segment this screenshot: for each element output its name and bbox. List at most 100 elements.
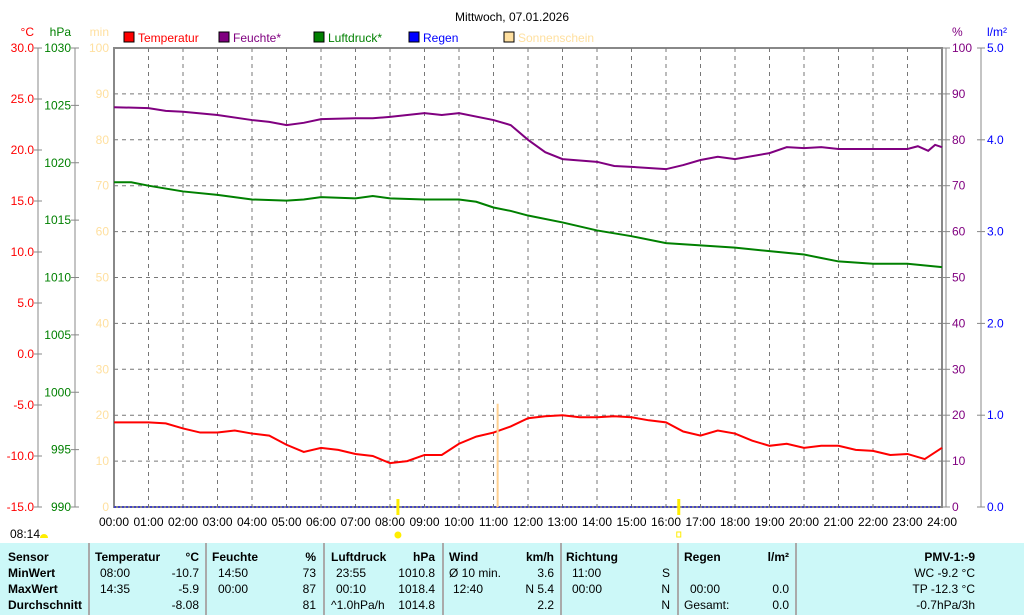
- x-tick-label: 15:00: [616, 515, 646, 529]
- axis-tick-label-temp: -5.0: [13, 398, 34, 412]
- x-tick-label: 04:00: [237, 515, 267, 529]
- x-tick-label: 06:00: [306, 515, 336, 529]
- legend-swatch: [313, 31, 325, 43]
- axis-tick-label-humidity: 100: [952, 41, 972, 55]
- series-line-luftdruck: [114, 181, 943, 269]
- legend-label: Temperatur: [138, 31, 199, 45]
- x-tick-label: 13:00: [547, 515, 577, 529]
- axis-tick-label-sun: 40: [96, 316, 110, 330]
- axis-tick-label-temp: -10.0: [7, 449, 35, 463]
- x-tick-label: 01:00: [133, 515, 163, 529]
- axis-tick-label-temp: -15.0: [7, 500, 35, 514]
- direction-time: 00:00: [572, 582, 603, 596]
- axis-tick-label-sun: 10: [96, 454, 110, 468]
- header-pmv: PMV-1:-9: [924, 550, 975, 564]
- direction-value: N: [661, 598, 670, 612]
- x-tick-label: 10:00: [444, 515, 474, 529]
- x-tick-label: 24:00: [927, 515, 957, 529]
- row-label: MaxWert: [8, 582, 58, 596]
- wind-value: N 5.4: [525, 582, 554, 596]
- x-tick-label: 23:00: [892, 515, 922, 529]
- pressure-value: 1014.8: [398, 598, 435, 612]
- wind-value: 2.2: [537, 598, 554, 612]
- axis-tick-label-sun: 20: [96, 408, 110, 422]
- x-tick-label: 03:00: [202, 515, 232, 529]
- x-tick-label: 07:00: [340, 515, 370, 529]
- axis-unit-sun: min: [90, 25, 109, 39]
- axis-tick-label-rain: 2.0: [987, 316, 1004, 330]
- axis-tick-label-sun: 0: [102, 500, 109, 514]
- extra-value: -0.7hPa/3h: [916, 598, 975, 612]
- header-wind: Wind: [449, 550, 479, 564]
- divider: [205, 543, 207, 615]
- humidity-value: 87: [302, 582, 316, 596]
- pressure-time: 23:55: [336, 566, 367, 580]
- direction-value: S: [661, 566, 670, 580]
- legend-swatch: [408, 31, 420, 43]
- extra-value: WC -9.2 °C: [914, 566, 975, 580]
- axis-tick-label-temp: 10.0: [11, 245, 35, 259]
- x-tick-label: 19:00: [754, 515, 784, 529]
- legend-label: Regen: [423, 31, 458, 45]
- axis-tick-label-pressure: 1030: [44, 41, 71, 55]
- humidity-value: 81: [302, 598, 316, 612]
- sunrise-icon: [40, 534, 48, 538]
- legend-label: Sonnenschein: [518, 31, 594, 45]
- rain-value: 0.0: [772, 598, 789, 612]
- divider: [442, 543, 444, 615]
- stats-table: Sensor Temperatur °C Feuchte% Luftdruck hPa Wi…: [0, 543, 1024, 615]
- rain-value: 0.0: [772, 582, 789, 596]
- rain-time: 00:00: [690, 582, 721, 596]
- legend-label: Feuchte*: [233, 31, 281, 45]
- axis-tick-label-pressure: 1020: [44, 156, 71, 170]
- axis-tick-label-pressure: 1005: [44, 328, 71, 342]
- sun-icon: [394, 531, 402, 539]
- axis-tick-label-sun: 80: [96, 133, 110, 147]
- axis-tick-label-temp: 25.0: [11, 92, 35, 106]
- plot-area: [113, 47, 943, 508]
- header-wind-unit: km/h: [525, 550, 554, 564]
- sunrise-time: 08:14: [10, 527, 40, 541]
- header-temp-unit: °C: [185, 550, 199, 564]
- extra-value: TP -12.3 °C: [912, 582, 975, 596]
- temp-value: -8.08: [171, 598, 199, 612]
- header-rain-unit: l/m²: [767, 550, 789, 564]
- axis-unit-pressure: hPa: [50, 25, 72, 39]
- series-line-feuchte: [113, 106, 943, 171]
- pressure-time: ^1.0hPa/h: [331, 598, 385, 612]
- axis-tick-label-sun: 100: [89, 41, 109, 55]
- x-tick-label: 17:00: [685, 515, 715, 529]
- axis-unit-humidity: %: [952, 25, 963, 39]
- x-tick-label: 18:00: [720, 515, 750, 529]
- axis-tick-label-sun: 60: [96, 225, 110, 239]
- x-tick-label: 14:00: [582, 515, 612, 529]
- axis-tick-label-rain: 3.0: [987, 225, 1004, 239]
- axis-unit-rain: l/m²: [987, 25, 1007, 39]
- axis-tick-label-rain: 5.0: [987, 41, 1004, 55]
- chart-title: Mittwoch, 07.01.2026: [455, 10, 569, 24]
- axis-tick-label-humidity: 80: [952, 133, 966, 147]
- header-rain: Regen: [684, 550, 721, 564]
- temp-value: -5.9: [178, 582, 199, 596]
- x-tick-label: 05:00: [271, 515, 301, 529]
- header-temp: Temperatur: [95, 550, 161, 564]
- legend-label: Luftdruck*: [328, 31, 382, 45]
- weather-chart: Mittwoch, 07.01.2026 Temperatur Feuchte* Lu…: [7, 10, 1007, 541]
- pressure-time: 00:10: [336, 582, 367, 596]
- sunset-icon: [676, 531, 682, 538]
- header-pressure: Luftdruck: [331, 550, 387, 564]
- divider: [88, 543, 90, 615]
- axis-tick-label-sun: 70: [96, 179, 110, 193]
- axis-tick-label-temp: 5.0: [17, 296, 34, 310]
- divider: [323, 543, 325, 615]
- row-label: MinWert: [8, 566, 56, 580]
- series-line-temperatur: [114, 414, 943, 465]
- pressure-value: 1010.8: [398, 566, 435, 580]
- axis-tick-label-humidity: 70: [952, 179, 966, 193]
- axis-tick-label-pressure: 990: [51, 500, 71, 514]
- x-tick-label: 00:00: [99, 515, 129, 529]
- direction-time: 11:00: [572, 566, 602, 580]
- axis-tick-label-sun: 30: [96, 362, 110, 376]
- wind-label: 12:40: [453, 582, 484, 596]
- temp-time: 14:35: [100, 582, 131, 596]
